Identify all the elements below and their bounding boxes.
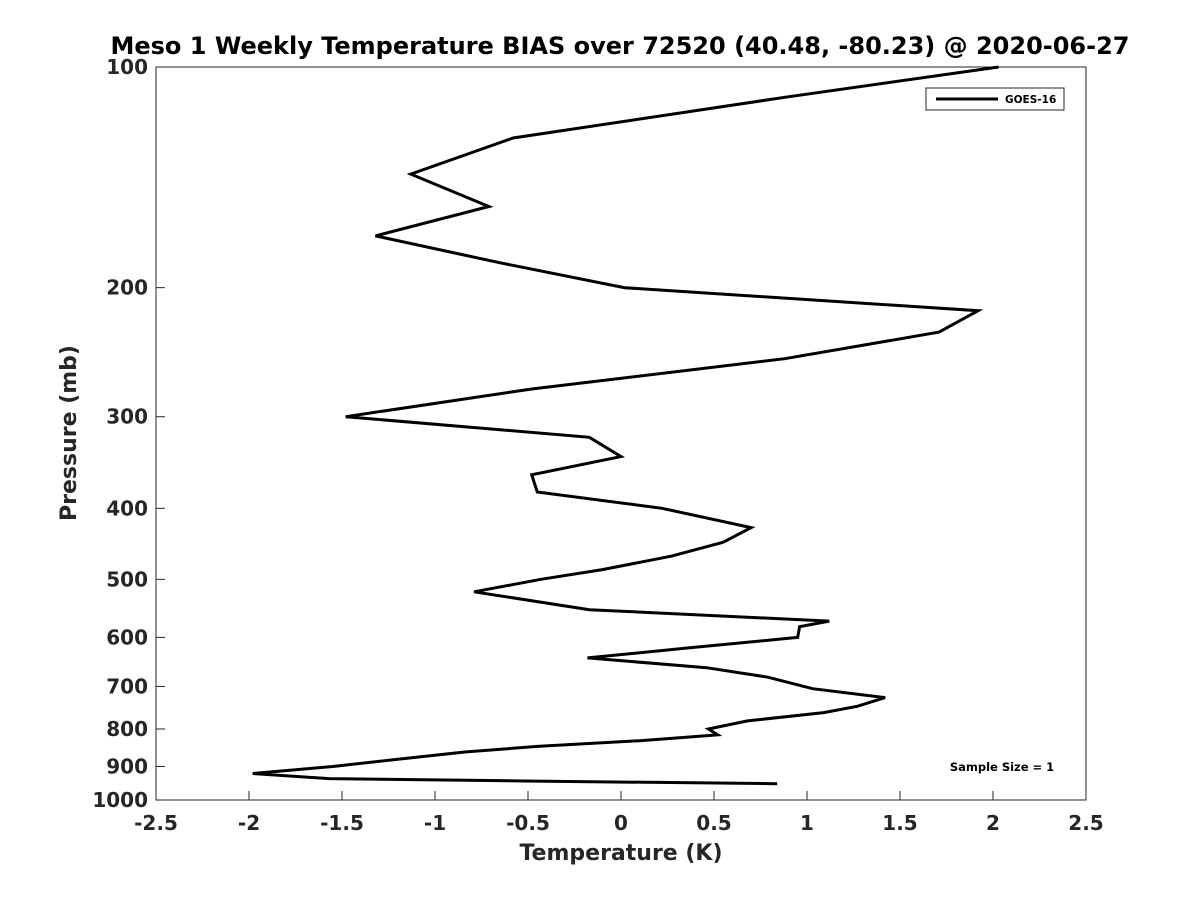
- y-tick-label: 200: [106, 276, 148, 300]
- y-tick-label: 600: [106, 625, 148, 649]
- plot-area: [156, 67, 1086, 800]
- x-tick-label: -1.5: [320, 811, 364, 835]
- x-tick-label: -1: [424, 811, 446, 835]
- y-tick-label: 500: [106, 567, 148, 591]
- legend-label: GOES-16: [1005, 94, 1056, 106]
- y-tick-label: 100: [106, 55, 148, 79]
- series-group: [253, 67, 999, 784]
- sample-size-annotation: Sample Size = 1: [950, 760, 1054, 774]
- x-tick-label: 2: [986, 811, 1000, 835]
- x-axis: -2.5 -2 -1.5 -1 -0.5 0 0.5 1 1.5 2 2.5: [134, 791, 1104, 835]
- y-tick-label: 800: [106, 717, 148, 741]
- y-tick-label: 400: [106, 496, 148, 520]
- y-axis-label: Pressure (mb): [57, 345, 82, 521]
- x-tick-label: 2.5: [1068, 811, 1103, 835]
- chart-title: Meso 1 Weekly Temperature BIAS over 7252…: [110, 32, 1129, 60]
- x-tick-label: 0.5: [696, 811, 731, 835]
- y-tick-label: 1000: [92, 788, 148, 812]
- legend: GOES-16: [926, 88, 1064, 110]
- x-tick-label: 1: [800, 811, 814, 835]
- x-tick-label: 1.5: [882, 811, 917, 835]
- x-tick-label: -2.5: [134, 811, 178, 835]
- y-tick-label: 300: [106, 405, 148, 429]
- y-axis: 100 200 300 400 500 600 700 800 900 1000: [92, 55, 165, 812]
- x-tick-label: -2: [238, 811, 260, 835]
- y-tick-label: 700: [106, 674, 148, 698]
- x-tick-label: -0.5: [506, 811, 550, 835]
- series-line-goes-16: [253, 67, 999, 784]
- x-tick-label: 0: [614, 811, 628, 835]
- x-axis-label: Temperature (K): [519, 841, 722, 866]
- y-tick-label: 900: [106, 754, 148, 778]
